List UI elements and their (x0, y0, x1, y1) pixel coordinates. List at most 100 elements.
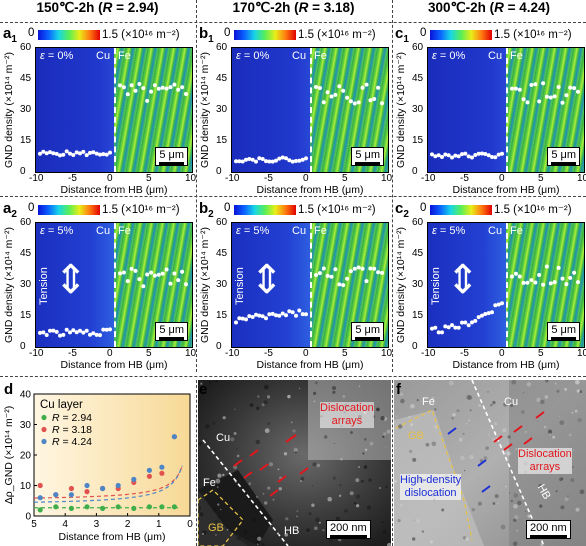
data-point (131, 476, 137, 482)
gnd-data-point (247, 314, 252, 319)
y-tick-label: 60 (412, 42, 424, 53)
tem-speckle (408, 415, 411, 418)
gnd-data-point (314, 85, 318, 89)
y-tick-label: 10 (20, 481, 32, 492)
heterointerface-line (310, 223, 312, 347)
gnd-data-point (317, 86, 322, 90)
tem-speckle (251, 517, 256, 523)
gnd-data-point (98, 333, 102, 338)
x-tick-label: 0 (303, 348, 309, 359)
tem-speckle (322, 529, 325, 532)
tem-speckle (421, 530, 425, 533)
y-axis-label: GND density (×10¹⁴ m⁻²) (3, 227, 15, 343)
tem-speckle (226, 528, 229, 531)
gnd-data-point (576, 89, 580, 94)
y-tick-label: 15 (20, 310, 32, 321)
tem-speckle (416, 519, 421, 524)
x-tick-label: 5 (146, 348, 152, 359)
y-tick-label: 30 (20, 279, 32, 290)
data-point (68, 485, 74, 492)
column-separator (392, 0, 393, 372)
gnd-data-point (125, 279, 130, 284)
gnd-data-point (141, 284, 146, 289)
y-tick-label: 0 (20, 166, 26, 177)
tension-label: Tension (234, 267, 246, 305)
gnd-data-point (277, 156, 282, 161)
gnd-data-point (463, 320, 468, 325)
tem-speckle (364, 448, 368, 451)
x-axis-label: Distance from HB (μm) (256, 359, 364, 371)
scale-bar: 5 μm (351, 322, 384, 341)
gnd-data-point (440, 330, 444, 335)
tem-speckle (339, 484, 342, 487)
y-tick-label: 30 (216, 104, 228, 115)
gnd-data-point (297, 308, 302, 313)
tem-speckle (287, 394, 291, 399)
tem-speckle (216, 486, 219, 488)
gnd-data-point (94, 151, 99, 156)
gnd-data-point (176, 278, 181, 283)
tem-speckle (202, 532, 205, 535)
gnd-data-point (145, 98, 150, 103)
x-tick-label: -5 (264, 348, 273, 359)
tem-speckle (285, 517, 289, 521)
gnd-data-point (294, 313, 298, 318)
gnd-data-point (254, 312, 258, 317)
tem-speckle (362, 452, 365, 455)
gnd-data-point (541, 81, 546, 86)
gnd-data-point (237, 159, 242, 164)
tem-speckle (511, 380, 517, 385)
tem-speckle (313, 400, 316, 403)
gnd-data-point (345, 276, 350, 281)
gnd-data-point (240, 316, 245, 321)
tem-speckle (220, 508, 222, 511)
y-tick-label: 30 (20, 420, 32, 431)
tem-speckle (505, 453, 507, 455)
gnd-data-point (486, 153, 491, 158)
gnd-map-a2: ε = 5% Cu Fe ⇕ Tension 5 μm (36, 223, 192, 347)
gnd-data-point (460, 152, 464, 157)
gnd-data-point (267, 312, 272, 317)
gnd-data-point (493, 303, 498, 308)
gnd-data-point (108, 150, 112, 155)
gnd-data-point (78, 151, 82, 156)
gnd-data-point (325, 273, 330, 278)
tem-speckle (349, 491, 354, 496)
heterointerface-line (114, 223, 116, 347)
gnd-data-point (552, 280, 557, 285)
double-arrow-icon: ⇕ (54, 258, 88, 302)
tension-indicator: ⇕ Tension (430, 253, 480, 313)
tem-speckle (538, 483, 543, 489)
tem-speckle (332, 390, 336, 394)
x-tick-label: 0 (499, 348, 505, 359)
x-tick-label: 5 (146, 173, 152, 184)
gnd-profile (38, 266, 188, 338)
colorbar-min-label: 0 (224, 202, 231, 214)
gnd-data-point (345, 95, 350, 100)
tem-speckle (556, 389, 560, 393)
tem-speckle (363, 465, 368, 469)
tem-speckle (577, 418, 582, 423)
heterointerface-line (310, 48, 312, 172)
gnd-data-point (84, 153, 89, 158)
gnd-map-c1: ε = 0% Cu Fe 5 μm (428, 48, 584, 172)
data-point (171, 434, 177, 440)
gnd-data-point (58, 153, 62, 158)
tem-speckle (314, 381, 318, 385)
gnd-data-point (486, 311, 491, 316)
gnd-data-point (74, 150, 79, 155)
gnd-data-point (537, 99, 542, 104)
gnd-data-point (184, 282, 188, 287)
gnd-data-point (525, 280, 530, 285)
gnd-data-point (284, 313, 288, 318)
gnd-profile (234, 82, 384, 164)
tem-speckle (314, 526, 318, 530)
gnd-data-point (556, 265, 561, 270)
gnd-data-point (436, 153, 441, 158)
gnd-data-point (470, 320, 474, 325)
gnd-data-point (48, 150, 52, 155)
tem-speckle (560, 505, 565, 510)
tem-speckle (383, 416, 388, 421)
tem-speckle (513, 504, 518, 509)
gnd-data-point (337, 282, 342, 287)
